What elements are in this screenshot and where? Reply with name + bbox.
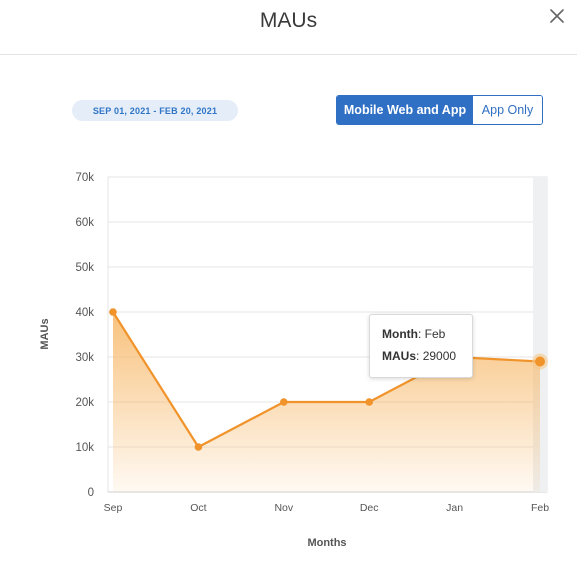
- tooltip-maus-label: MAUs: [382, 349, 417, 363]
- data-point-nov[interactable]: [280, 398, 288, 406]
- toggle-app-only[interactable]: App Only: [473, 96, 542, 124]
- y-tick-label: 30k: [75, 352, 94, 364]
- x-tick-label: Dec: [360, 502, 379, 514]
- x-axis-label: Months: [307, 537, 346, 549]
- x-tick-label: Feb: [531, 502, 549, 514]
- x-tick-label: Nov: [274, 502, 293, 514]
- y-tick-label: 0: [88, 487, 94, 499]
- y-tick-label: 40k: [75, 307, 94, 319]
- x-tick-label: Jan: [446, 502, 463, 514]
- data-point-feb[interactable]: [535, 356, 545, 367]
- mau-chart: 0 10k 20k 30k 40k 50k 60k 70k Sep Oct Nov Dec Jan Fe…: [39, 172, 549, 549]
- y-tick-label: 60k: [75, 217, 94, 229]
- data-point-dec[interactable]: [365, 398, 374, 406]
- y-tick-label: 50k: [75, 262, 94, 274]
- close-icon: [550, 9, 564, 23]
- y-tick-label: 70k: [75, 172, 94, 184]
- modal-header: MAUs: [0, 0, 577, 55]
- modal-title: MAUs: [259, 9, 318, 32]
- y-tick-label: 20k: [75, 397, 94, 409]
- date-range-badge[interactable]: SEP 01, 2021 - FEB 20, 2021: [72, 100, 238, 121]
- view-toggle: Mobile Web and App App Only: [336, 95, 543, 125]
- tooltip-month-label: Month: [382, 327, 418, 341]
- y-tick-label: 10k: [75, 442, 94, 454]
- tooltip-maus-value: 29000: [422, 349, 457, 363]
- x-tick-label: Sep: [104, 502, 123, 514]
- data-point-oct[interactable]: [194, 443, 203, 451]
- x-tick-label: Oct: [190, 502, 206, 514]
- data-point-sep[interactable]: [109, 308, 117, 316]
- chart-tooltip: Month: Feb MAUs: 29000: [369, 314, 473, 378]
- toggle-mobile-web-and-app[interactable]: Mobile Web and App: [337, 96, 473, 124]
- close-button[interactable]: [547, 4, 567, 28]
- tooltip-month-value: Feb: [424, 327, 446, 341]
- y-axis-label: MAUs: [39, 318, 51, 349]
